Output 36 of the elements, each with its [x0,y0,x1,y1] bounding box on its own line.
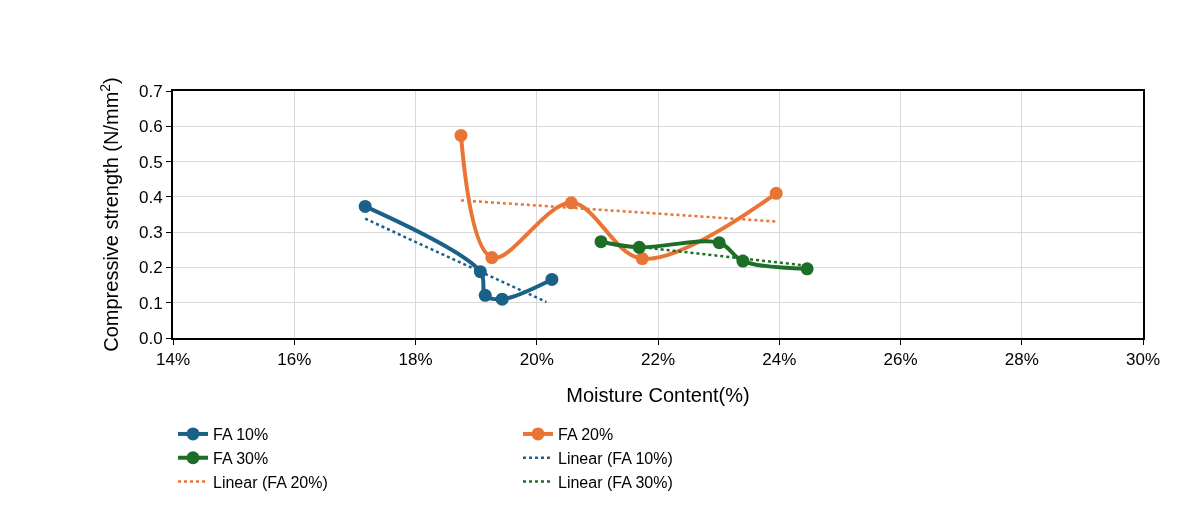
y-tick-label: 0.0 [138,328,163,348]
x-tick-label: 28% [1004,350,1039,370]
legend-label: FA 10% [213,426,269,444]
legend-label: Linear (FA 10%) [558,449,673,467]
point [769,186,783,200]
y-tick-label: 0.6 [138,117,163,137]
point [594,235,608,249]
x-axis-title: Moisture Content(%) [566,384,750,407]
y-tick-label: 0.4 [138,187,163,207]
legend-label: FA 20% [558,426,614,444]
y-tick-label: 0.1 [138,293,163,313]
x-tick-label: 30% [1125,350,1161,370]
point [564,196,578,210]
legend-label: Linear (FA 20%) [213,473,328,491]
point [495,292,509,306]
x-tick-label: 16% [277,350,312,370]
x-tick-label: 14% [155,350,191,370]
point [545,272,559,286]
x-tick-label: 18% [398,350,433,370]
point [800,262,814,276]
point [712,236,726,250]
x-tick-label: 22% [640,350,676,370]
y-tick-label: 0.5 [138,152,163,172]
point [358,199,372,213]
x-tick-label: 20% [519,350,554,370]
y-tick-label: 0.7 [138,81,163,101]
point [635,252,649,266]
point [478,288,492,302]
point [454,128,468,142]
y-tick-label: 0.2 [138,258,163,278]
y-tick-label: 0.3 [138,223,163,243]
x-tick-label: 26% [883,350,918,370]
point [485,251,499,265]
legend-label: FA 30% [213,449,269,467]
x-tick-label: 24% [762,350,797,370]
legend-label: Linear (FA 30%) [558,473,673,491]
